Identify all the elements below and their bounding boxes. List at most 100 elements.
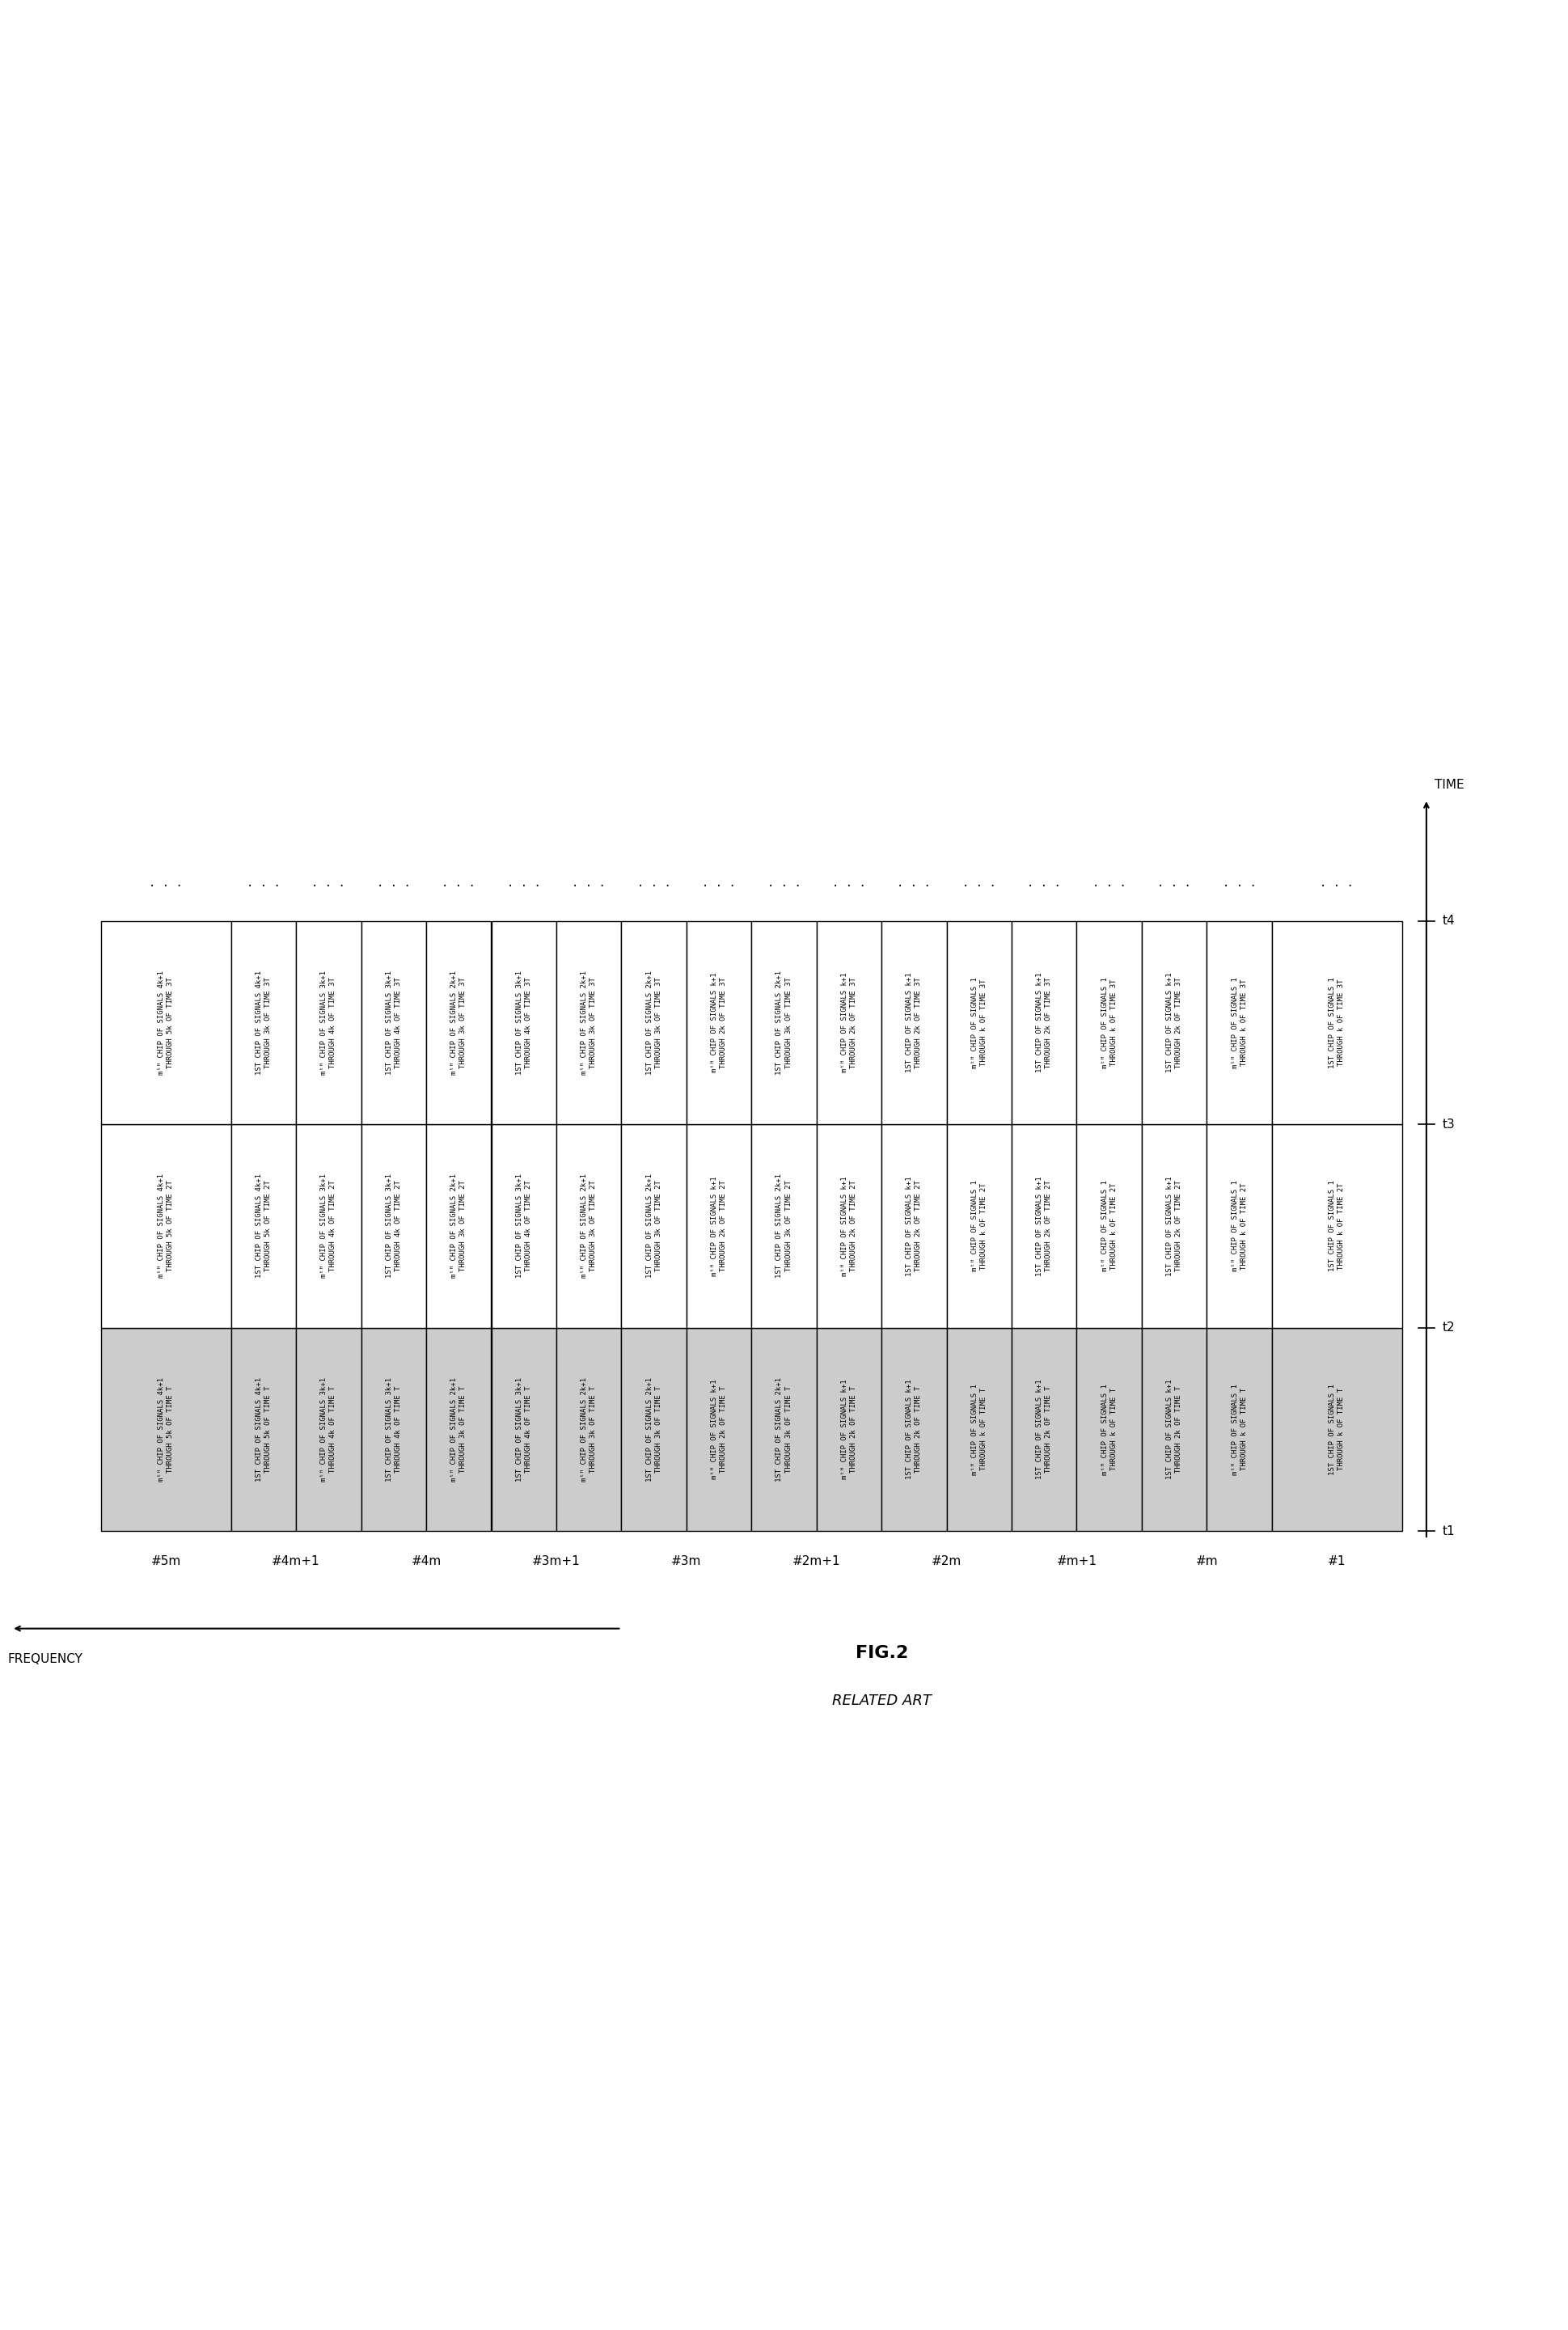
- Bar: [1272, 1125, 1402, 1328]
- Text: t1: t1: [1443, 1524, 1455, 1538]
- Text: t3: t3: [1443, 1118, 1455, 1130]
- Text: . . .: . . .: [637, 876, 671, 888]
- Text: mᵗᴴ CHIP OF SIGNALS k+1
THROUGH 2k OF TIME 3T: mᵗᴴ CHIP OF SIGNALS k+1 THROUGH 2k OF TI…: [840, 972, 858, 1072]
- Text: mᵗᴴ CHIP OF SIGNALS 1
THROUGH k OF TIME 2T: mᵗᴴ CHIP OF SIGNALS 1 THROUGH k OF TIME …: [1101, 1181, 1118, 1272]
- Text: mᵗᴴ CHIP OF SIGNALS 2k+1
THROUGH 3k OF TIME 2T: mᵗᴴ CHIP OF SIGNALS 2k+1 THROUGH 3k OF T…: [580, 1174, 597, 1279]
- Text: mᵗᴴ CHIP OF SIGNALS 1
THROUGH k OF TIME T: mᵗᴴ CHIP OF SIGNALS 1 THROUGH k OF TIME …: [1101, 1384, 1118, 1475]
- Bar: [1207, 1328, 1272, 1531]
- Text: mᵗᴴ CHIP OF SIGNALS 1
THROUGH k OF TIME 2T: mᵗᴴ CHIP OF SIGNALS 1 THROUGH k OF TIME …: [1231, 1181, 1248, 1272]
- Text: . . .: . . .: [572, 876, 605, 888]
- Text: 1ST CHIP OF SIGNALS 3k+1
THROUGH 4k OF TIME 3T: 1ST CHIP OF SIGNALS 3k+1 THROUGH 4k OF T…: [386, 972, 401, 1074]
- Text: TIME: TIME: [1435, 778, 1465, 790]
- Bar: [426, 1328, 491, 1531]
- Text: 1ST CHIP OF SIGNALS 2k+1
THROUGH 3k OF TIME 3T: 1ST CHIP OF SIGNALS 2k+1 THROUGH 3k OF T…: [776, 972, 792, 1074]
- Text: mᵗᴴ CHIP OF SIGNALS 1
THROUGH k OF TIME 3T: mᵗᴴ CHIP OF SIGNALS 1 THROUGH k OF TIME …: [1231, 976, 1248, 1069]
- Bar: [1011, 1328, 1077, 1531]
- Text: 1ST CHIP OF SIGNALS 3k+1
THROUGH 4k OF TIME 3T: 1ST CHIP OF SIGNALS 3k+1 THROUGH 4k OF T…: [516, 972, 532, 1074]
- Text: mᵗᴴ CHIP OF SIGNALS 2k+1
THROUGH 3k OF TIME 3T: mᵗᴴ CHIP OF SIGNALS 2k+1 THROUGH 3k OF T…: [450, 972, 467, 1074]
- Text: . . .: . . .: [1157, 876, 1192, 888]
- Bar: [817, 1125, 881, 1328]
- Text: . . .: . . .: [312, 876, 345, 888]
- Text: #3m+1: #3m+1: [532, 1556, 580, 1568]
- Bar: [557, 920, 621, 1125]
- Text: mᵗᴴ CHIP OF SIGNALS 2k+1
THROUGH 3k OF TIME 2T: mᵗᴴ CHIP OF SIGNALS 2k+1 THROUGH 3k OF T…: [450, 1174, 467, 1279]
- Text: . . .: . . .: [1027, 876, 1062, 888]
- Bar: [881, 1125, 947, 1328]
- Text: 1ST CHIP OF SIGNALS 4k+1
THROUGH 5k OF TIME T: 1ST CHIP OF SIGNALS 4k+1 THROUGH 5k OF T…: [256, 1377, 271, 1482]
- Bar: [751, 920, 817, 1125]
- Bar: [881, 920, 947, 1125]
- Text: 1ST CHIP OF SIGNALS 2k+1
THROUGH 3k OF TIME 3T: 1ST CHIP OF SIGNALS 2k+1 THROUGH 3k OF T…: [646, 972, 662, 1074]
- Bar: [621, 1125, 687, 1328]
- Bar: [947, 1328, 1011, 1531]
- Text: mᵗᴴ CHIP OF SIGNALS k+1
THROUGH 2k OF TIME 2T: mᵗᴴ CHIP OF SIGNALS k+1 THROUGH 2k OF TI…: [710, 1177, 728, 1277]
- Bar: [1077, 1125, 1142, 1328]
- Bar: [100, 920, 230, 1125]
- Text: . . .: . . .: [246, 876, 281, 888]
- Bar: [1011, 1125, 1077, 1328]
- Bar: [426, 920, 491, 1125]
- Bar: [296, 1328, 361, 1531]
- Text: mᵗᴴ CHIP OF SIGNALS k+1
THROUGH 2k OF TIME T: mᵗᴴ CHIP OF SIGNALS k+1 THROUGH 2k OF TI…: [840, 1379, 858, 1480]
- Text: . . .: . . .: [1320, 876, 1353, 888]
- Bar: [751, 1328, 817, 1531]
- Text: mᵗᴴ CHIP OF SIGNALS k+1
THROUGH 2k OF TIME 3T: mᵗᴴ CHIP OF SIGNALS k+1 THROUGH 2k OF TI…: [710, 972, 728, 1072]
- Text: 1ST CHIP OF SIGNALS k+1
THROUGH 2k OF TIME 3T: 1ST CHIP OF SIGNALS k+1 THROUGH 2k OF TI…: [1036, 972, 1052, 1072]
- Bar: [557, 1328, 621, 1531]
- Bar: [230, 920, 296, 1125]
- Bar: [1207, 1125, 1272, 1328]
- Bar: [557, 1125, 621, 1328]
- Bar: [1272, 1328, 1402, 1531]
- Text: mᵗᴴ CHIP OF SIGNALS k+1
THROUGH 2k OF TIME 2T: mᵗᴴ CHIP OF SIGNALS k+1 THROUGH 2k OF TI…: [840, 1177, 858, 1277]
- Bar: [1142, 920, 1207, 1125]
- Text: 1ST CHIP OF SIGNALS 1
THROUGH k OF TIME 3T: 1ST CHIP OF SIGNALS 1 THROUGH k OF TIME …: [1328, 976, 1345, 1069]
- Text: . . .: . . .: [376, 876, 411, 888]
- Bar: [947, 920, 1011, 1125]
- Text: mᵗᴴ CHIP OF SIGNALS 1
THROUGH k OF TIME 3T: mᵗᴴ CHIP OF SIGNALS 1 THROUGH k OF TIME …: [971, 976, 988, 1069]
- Bar: [230, 1125, 296, 1328]
- Bar: [621, 920, 687, 1125]
- Bar: [751, 1125, 817, 1328]
- Bar: [491, 1328, 557, 1531]
- Bar: [881, 1328, 947, 1531]
- Bar: [621, 1328, 687, 1531]
- Bar: [491, 920, 557, 1125]
- Text: . . .: . . .: [506, 876, 541, 888]
- Bar: [361, 1125, 426, 1328]
- Bar: [296, 1125, 361, 1328]
- Bar: [817, 920, 881, 1125]
- Text: mᵗᴴ CHIP OF SIGNALS 4k+1
THROUGH 5k OF TIME T: mᵗᴴ CHIP OF SIGNALS 4k+1 THROUGH 5k OF T…: [158, 1377, 174, 1482]
- Bar: [361, 920, 426, 1125]
- Bar: [1077, 920, 1142, 1125]
- Text: #2m: #2m: [931, 1556, 961, 1568]
- Bar: [817, 1328, 881, 1531]
- Text: . . .: . . .: [1223, 876, 1256, 888]
- Text: 1ST CHIP OF SIGNALS k+1
THROUGH 2k OF TIME T: 1ST CHIP OF SIGNALS k+1 THROUGH 2k OF TI…: [1036, 1379, 1052, 1480]
- Bar: [100, 1328, 230, 1531]
- Text: 1ST CHIP OF SIGNALS 2k+1
THROUGH 3k OF TIME 2T: 1ST CHIP OF SIGNALS 2k+1 THROUGH 3k OF T…: [646, 1174, 662, 1279]
- Bar: [361, 1328, 426, 1531]
- Bar: [296, 920, 361, 1125]
- Text: 1ST CHIP OF SIGNALS 3k+1
THROUGH 4k OF TIME 2T: 1ST CHIP OF SIGNALS 3k+1 THROUGH 4k OF T…: [386, 1174, 401, 1279]
- Text: #4m: #4m: [411, 1556, 441, 1568]
- Bar: [100, 1125, 230, 1328]
- Text: . . .: . . .: [1093, 876, 1126, 888]
- Bar: [947, 1125, 1011, 1328]
- Text: 1ST CHIP OF SIGNALS k+1
THROUGH 2k OF TIME T: 1ST CHIP OF SIGNALS k+1 THROUGH 2k OF TI…: [1167, 1379, 1182, 1480]
- Text: 1ST CHIP OF SIGNALS 3k+1
THROUGH 4k OF TIME 2T: 1ST CHIP OF SIGNALS 3k+1 THROUGH 4k OF T…: [516, 1174, 532, 1279]
- Text: 1ST CHIP OF SIGNALS k+1
THROUGH 2k OF TIME 2T: 1ST CHIP OF SIGNALS k+1 THROUGH 2k OF TI…: [1036, 1177, 1052, 1277]
- Text: RELATED ART: RELATED ART: [833, 1694, 931, 1708]
- Bar: [687, 920, 751, 1125]
- Bar: [1207, 920, 1272, 1125]
- Text: 1ST CHIP OF SIGNALS k+1
THROUGH 2k OF TIME 2T: 1ST CHIP OF SIGNALS k+1 THROUGH 2k OF TI…: [1167, 1177, 1182, 1277]
- Text: #m: #m: [1196, 1556, 1218, 1568]
- Text: mᵗᴴ CHIP OF SIGNALS 2k+1
THROUGH 3k OF TIME T: mᵗᴴ CHIP OF SIGNALS 2k+1 THROUGH 3k OF T…: [580, 1377, 597, 1482]
- Bar: [1272, 920, 1402, 1125]
- Text: 1ST CHIP OF SIGNALS 1
THROUGH k OF TIME T: 1ST CHIP OF SIGNALS 1 THROUGH k OF TIME …: [1328, 1384, 1345, 1475]
- Text: 1ST CHIP OF SIGNALS 1
THROUGH k OF TIME 2T: 1ST CHIP OF SIGNALS 1 THROUGH k OF TIME …: [1328, 1181, 1345, 1272]
- Text: 1ST CHIP OF SIGNALS 2k+1
THROUGH 3k OF TIME T: 1ST CHIP OF SIGNALS 2k+1 THROUGH 3k OF T…: [776, 1377, 792, 1482]
- Text: mᵗᴴ CHIP OF SIGNALS 2k+1
THROUGH 3k OF TIME T: mᵗᴴ CHIP OF SIGNALS 2k+1 THROUGH 3k OF T…: [450, 1377, 467, 1482]
- Bar: [687, 1328, 751, 1531]
- Bar: [1011, 920, 1077, 1125]
- Text: FIG.2: FIG.2: [855, 1645, 908, 1661]
